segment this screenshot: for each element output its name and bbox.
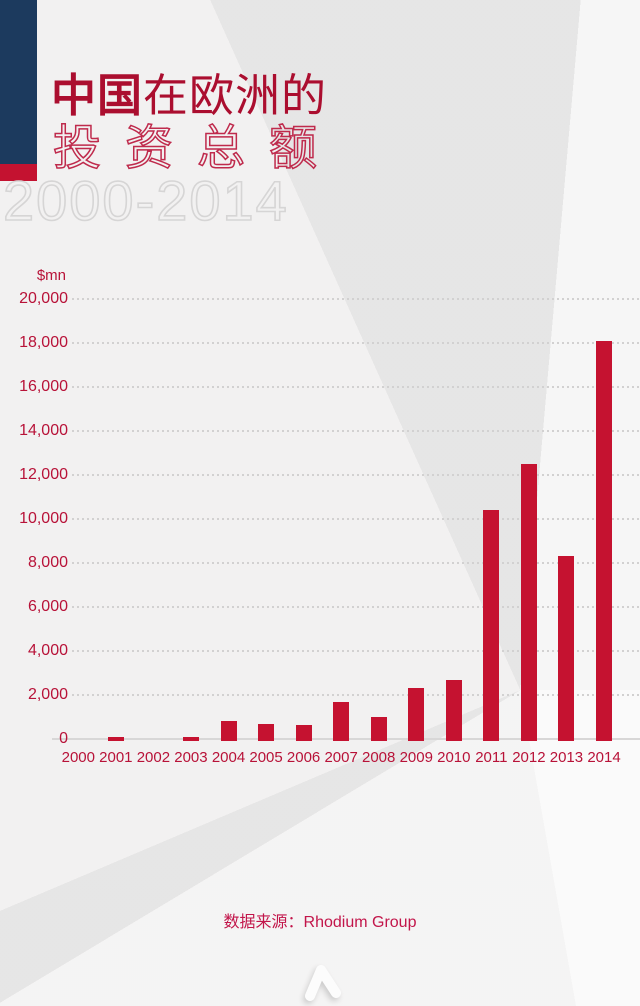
bar-2007 [333,701,350,741]
x-tick-label-2014: 2014 [587,749,621,766]
bar-2012 [520,464,537,741]
x-tick-label-2012: 2012 [512,749,546,766]
chevron-up-icon [305,965,341,1001]
y-tick-label: 10,000 [19,510,68,527]
data-source-caption: 数据来源：Rhodium Group [223,914,417,931]
x-tick-label-2007: 2007 [324,749,358,766]
dotted-gridline [72,694,640,696]
y-tick-label: 6,000 [27,598,68,615]
dotted-gridline [72,430,640,432]
page-subtitle: 投资总额 [52,122,342,175]
left-accent-square [0,164,37,181]
title-year-range: 2000-2014 [2,169,289,232]
bar-2008 [370,717,387,741]
dotted-gridline [72,562,640,564]
dotted-gridline [72,298,640,300]
bar-2006 [295,724,312,741]
bar-2001 [107,736,124,741]
left-accent-bar [0,0,37,164]
bar-2004 [220,721,237,741]
x-tick-label-2010: 2010 [437,749,471,766]
y-tick-label: 16,000 [19,378,68,395]
y-tick-label: 20,000 [19,290,68,307]
bar-2003 [182,736,199,741]
x-tick-label-2011: 2011 [475,749,508,766]
y-tick-label: 18,000 [19,334,68,351]
dotted-gridline [72,518,640,520]
dotted-gridline [72,606,640,608]
y-axis-unit-label: $mn [36,267,66,284]
x-tick-label-2008: 2008 [362,749,396,766]
y-tick-label: 14,000 [19,422,68,439]
x-tick-label-2001: 2001 [99,749,133,766]
y-tick-label: 4,000 [27,642,68,659]
title-bold-part: 中国 [51,70,144,121]
dotted-gridline [72,386,640,388]
x-tick-label-2013: 2013 [549,749,584,766]
bar-2011 [483,510,500,741]
x-tick-label-2002: 2002 [136,749,171,766]
dotted-gridline [72,650,640,652]
x-tick-label-2006: 2006 [286,749,321,766]
x-tick-label-2004: 2004 [211,749,246,766]
bar-2009 [408,688,425,741]
bar-2005 [258,723,275,741]
title-regular-part: 在欧洲的 [143,70,328,121]
y-tick-label: 2,000 [27,686,68,703]
bar-2010 [445,679,462,741]
x-tick-label-2009: 2009 [399,749,433,766]
x-tick-label-2005: 2005 [249,749,283,766]
bar-2014 [596,340,612,741]
x-tick-label-2000: 2000 [61,749,95,766]
y-tick-label: 0 [59,730,68,747]
x-tick-label-2003: 2003 [174,749,208,766]
page-title: 中国在欧洲的 [51,72,327,119]
dotted-gridline [72,474,640,476]
y-tick-label: 8,000 [27,554,68,571]
dotted-gridline [72,342,640,344]
y-tick-label: 12,000 [19,466,68,483]
bar-2013 [558,556,575,741]
